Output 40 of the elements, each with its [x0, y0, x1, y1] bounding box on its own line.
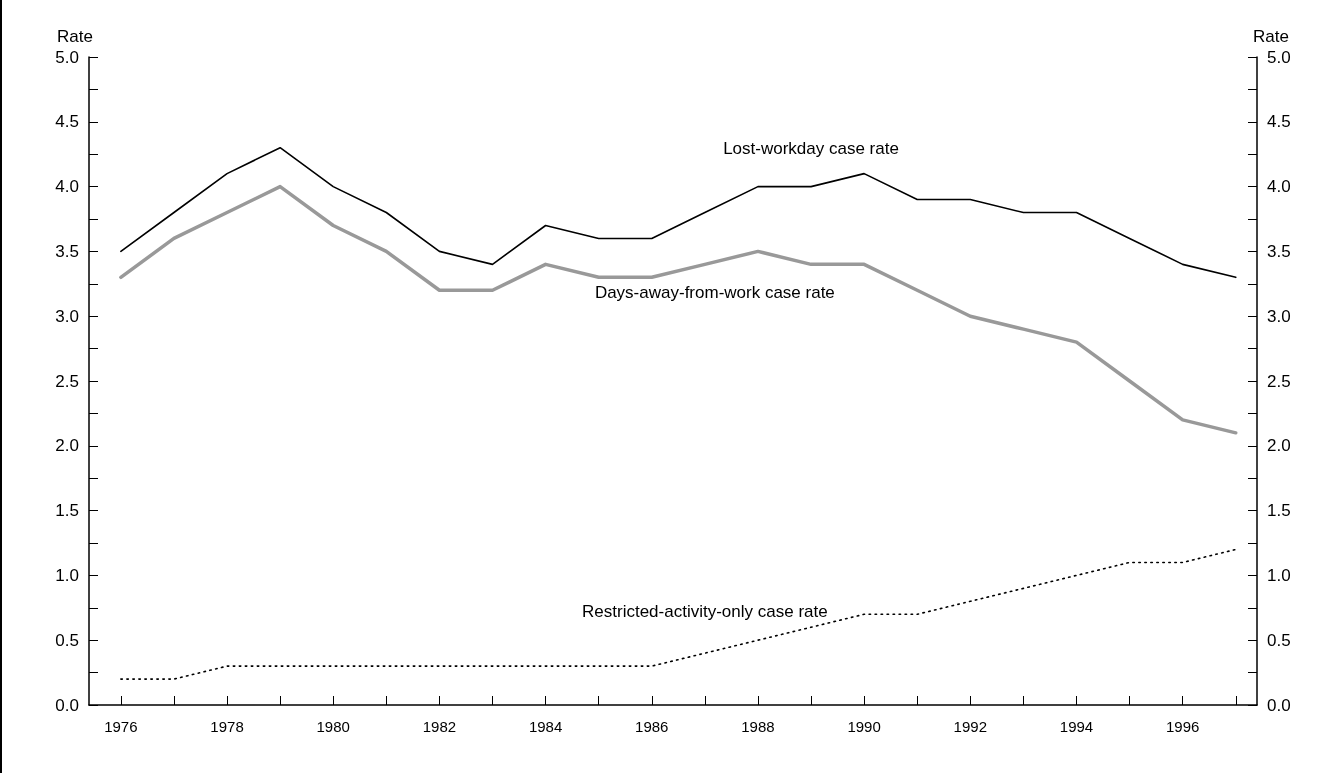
- y2-tick-label: 1.0: [1267, 565, 1291, 585]
- x-tick-label: 1986: [635, 718, 669, 735]
- y-tick-label: 3.5: [55, 241, 79, 261]
- y-tick-label: 1.5: [55, 501, 79, 521]
- y2-tick-label: 4.0: [1267, 177, 1291, 197]
- y-tick-label: 4.5: [55, 112, 79, 132]
- x-tick-label: 1980: [316, 718, 350, 735]
- series-label: Days-away-from-work case rate: [594, 282, 835, 302]
- series-label: Restricted-activity-only case rate: [582, 601, 828, 621]
- y-tick-label: 5.0: [55, 47, 79, 67]
- x-tick-label: 1982: [422, 718, 457, 735]
- x-tick-label: 1984: [528, 718, 563, 735]
- y-tick-label: 2.0: [55, 436, 79, 456]
- y-tick-label: 0.5: [55, 630, 79, 650]
- x-tick-label: 1976: [104, 718, 138, 735]
- x-tick-label: 1994: [1059, 718, 1094, 735]
- x-tick-label: 1990: [847, 718, 881, 735]
- line-series: [120, 548, 1237, 680]
- y2-tick-label: 0.5: [1267, 630, 1291, 650]
- y-axis-title: Rate: [57, 27, 93, 46]
- y-tick-label: 2.5: [55, 371, 79, 391]
- y2-tick-label: 0.0: [1267, 695, 1291, 715]
- y2-tick-label: 1.5: [1267, 501, 1291, 521]
- x-tick-label: 1978: [210, 718, 244, 735]
- y-tick-label: 1.0: [55, 565, 79, 585]
- y2-tick-label: 3.5: [1267, 241, 1291, 261]
- y2-axis-title: Rate: [1253, 27, 1289, 46]
- line-series: [119, 184, 1238, 435]
- y2-tick-label: 3.0: [1267, 306, 1291, 326]
- y-tick-label: 3.0: [55, 306, 79, 326]
- y-tick-label: 0.0: [55, 695, 79, 715]
- x-tick-label: 1996: [1165, 718, 1200, 735]
- x-tick-label: 1992: [953, 718, 987, 735]
- y2-tick-label: 4.5: [1267, 112, 1291, 132]
- y2-tick-label: 5.0: [1267, 47, 1291, 67]
- series-label: Lost-workday case rate: [723, 139, 899, 159]
- y2-tick-label: 2.0: [1267, 436, 1291, 456]
- y2-tick-label: 2.5: [1267, 371, 1291, 391]
- y-tick-label: 4.0: [55, 177, 79, 197]
- x-tick-label: 1988: [741, 718, 775, 735]
